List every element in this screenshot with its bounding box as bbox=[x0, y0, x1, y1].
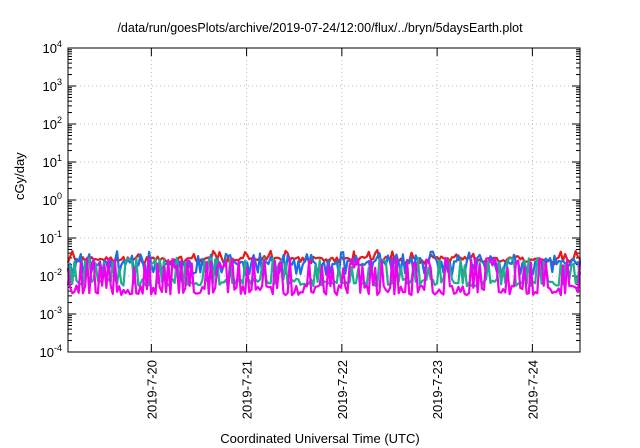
x-tick-label: 2019-7-24 bbox=[525, 360, 540, 419]
x-tick-label: 2019-7-23 bbox=[430, 360, 445, 419]
x-axis-label: Coordinated Universal Time (UTC) bbox=[220, 431, 420, 446]
y-tick-label: 102 bbox=[43, 115, 62, 132]
series-line-1 bbox=[66, 250, 582, 276]
x-tick-label: 2019-7-20 bbox=[144, 360, 159, 419]
y-tick-label: 10-3 bbox=[40, 305, 62, 322]
chart-title: /data/run/goesPlots/archive/2019-07-24/1… bbox=[117, 21, 523, 35]
plot-frame bbox=[67, 47, 581, 353]
y-tick-label: 10-1 bbox=[40, 229, 62, 246]
y-tick-label: 100 bbox=[43, 191, 62, 208]
y-tick-label: 10-4 bbox=[40, 343, 62, 360]
y-tick-label: 103 bbox=[43, 77, 62, 94]
x-tick-label: 2019-7-22 bbox=[335, 360, 350, 419]
y-tick-label: 10-2 bbox=[40, 267, 62, 284]
y-tick-label: 104 bbox=[43, 39, 62, 56]
y-tick-label: 101 bbox=[43, 153, 62, 170]
x-tick-label: 2019-7-21 bbox=[240, 360, 255, 419]
series-line-3 bbox=[66, 256, 582, 297]
y-axis-label: cGy/day bbox=[12, 152, 27, 200]
